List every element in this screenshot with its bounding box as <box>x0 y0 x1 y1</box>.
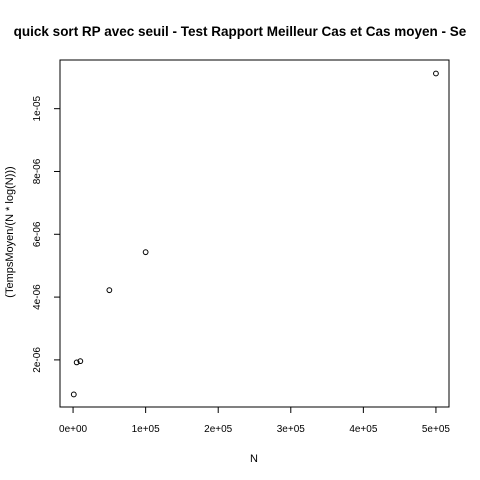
y-tick-label: 8e-06 <box>32 158 43 184</box>
y-axis-label: (TempsMoyen/(N * log(N))) <box>4 166 16 297</box>
x-tick-label: 5e+05 <box>422 424 451 435</box>
x-axis: 0e+00 1e+05 2e+05 3e+05 4e+05 5e+05 <box>59 406 451 435</box>
data-point <box>433 70 439 77</box>
data-point <box>77 358 84 365</box>
data-point <box>70 391 77 398</box>
x-axis-label: N <box>250 453 258 465</box>
x-tick-label: 3e+05 <box>277 424 306 435</box>
x-tick-label: 0e+00 <box>59 424 88 435</box>
x-tick-label: 4e+05 <box>349 424 378 435</box>
y-axis: 2e-06 4e-06 6e-06 8e-06 1e-05 <box>32 95 61 373</box>
x-tick-label: 1e+05 <box>132 424 161 435</box>
y-tick-label: 2e-06 <box>32 347 43 373</box>
data-point <box>73 359 80 366</box>
data-point <box>106 287 113 294</box>
chart-title: quick sort RP avec seuil - Test Rapport … <box>14 24 467 39</box>
data-points <box>70 70 439 398</box>
plot-frame <box>59 59 450 408</box>
y-tick-label: 4e-06 <box>32 284 43 310</box>
data-point <box>142 249 149 256</box>
x-tick-label: 2e+05 <box>204 424 233 435</box>
y-tick-label: 6e-06 <box>32 221 43 247</box>
y-tick-label: 1e-05 <box>32 95 43 121</box>
